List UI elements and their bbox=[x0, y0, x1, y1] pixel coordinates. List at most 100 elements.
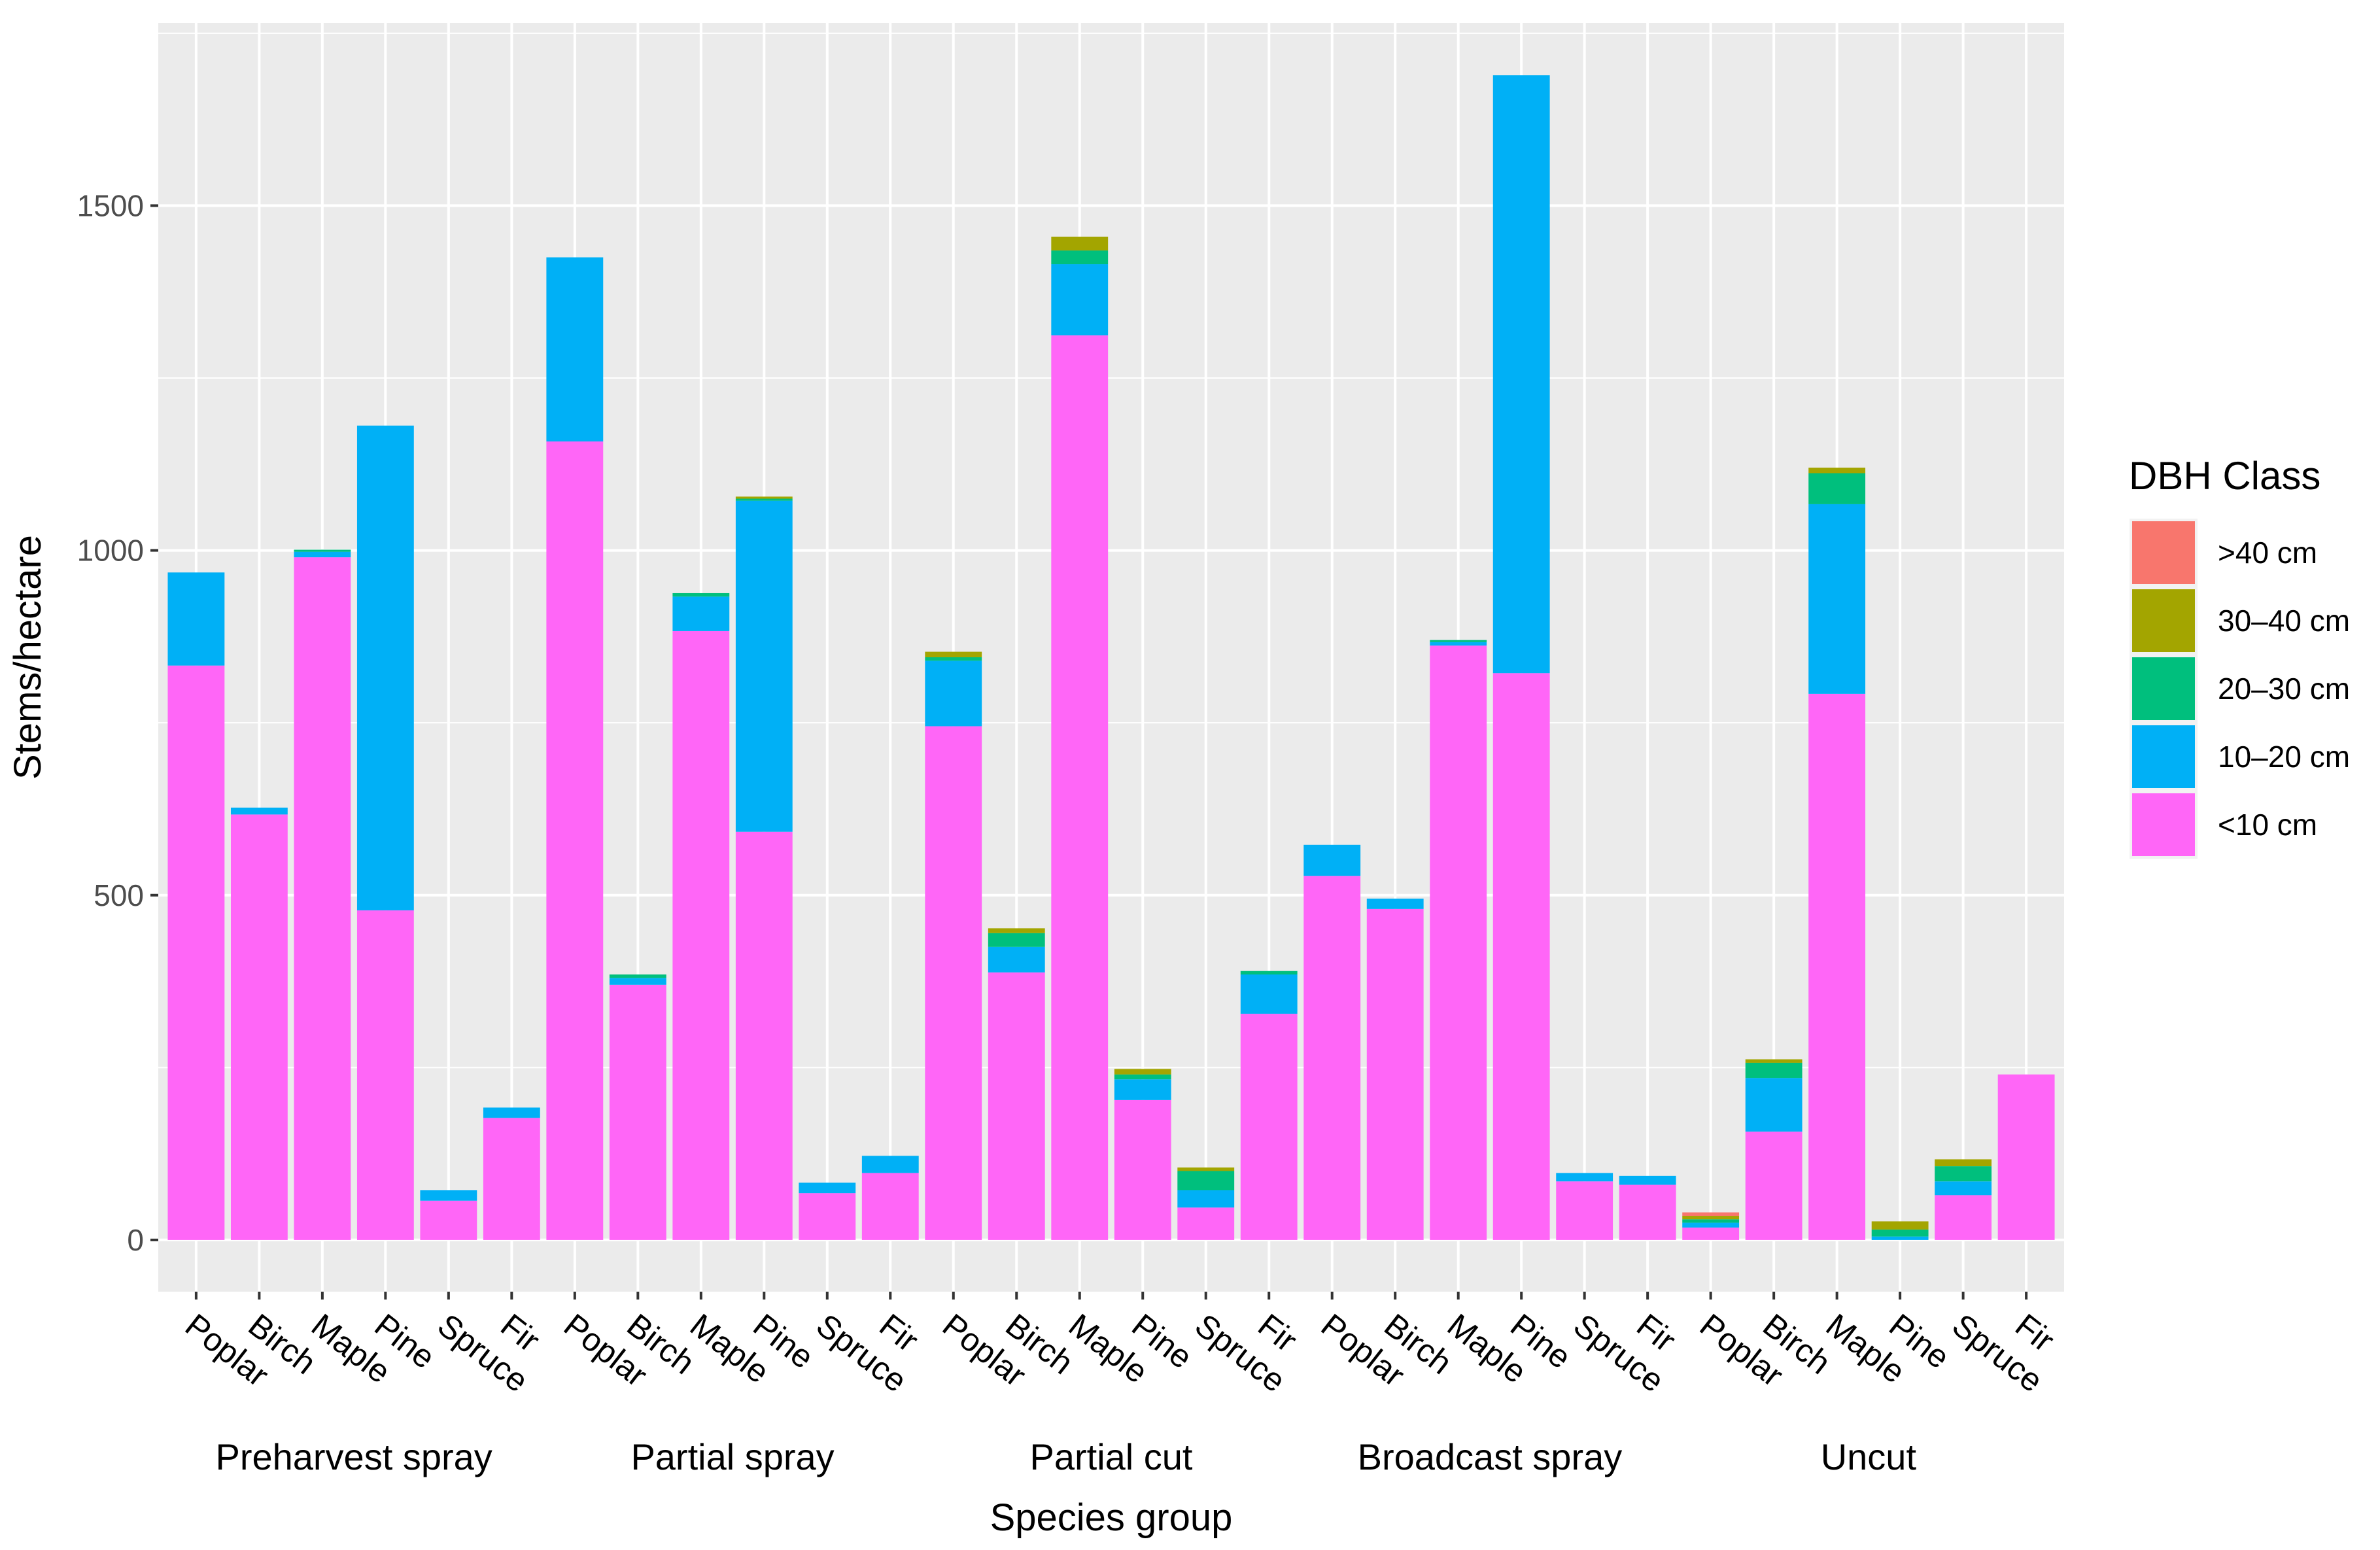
bar-segment bbox=[1935, 1166, 1992, 1182]
y-tick-label: 1000 bbox=[77, 534, 144, 568]
bar-preharvest-spray-spruce bbox=[420, 1190, 477, 1240]
legend-label: <10 cm bbox=[2218, 808, 2317, 842]
bar-partial-cut-pine bbox=[1114, 1069, 1171, 1240]
bar-segment bbox=[1114, 1069, 1171, 1075]
bar-preharvest-spray-fir bbox=[483, 1107, 540, 1240]
bar-segment bbox=[861, 1156, 919, 1173]
bar-segment bbox=[609, 978, 666, 985]
bar-uncut-poplar bbox=[1682, 1212, 1740, 1240]
bar-segment bbox=[1682, 1219, 1740, 1223]
bar-segment bbox=[609, 984, 666, 1240]
bar-segment bbox=[861, 1173, 919, 1240]
bar-partial-spray-maple bbox=[672, 593, 730, 1240]
bar-partial-spray-poplar bbox=[546, 257, 604, 1240]
bar-broadcast-spray-pine bbox=[1492, 75, 1550, 1240]
bar-segment bbox=[1240, 971, 1298, 974]
bar-segment bbox=[1240, 974, 1298, 1014]
bar-segment bbox=[1682, 1227, 1740, 1240]
y-tick-label: 500 bbox=[94, 878, 144, 912]
bar-segment bbox=[1114, 1099, 1171, 1240]
bar-segment bbox=[1492, 673, 1550, 1240]
bar-uncut-birch bbox=[1745, 1059, 1802, 1240]
bar-broadcast-spray-poplar bbox=[1303, 844, 1361, 1240]
bar-partial-spray-pine bbox=[735, 496, 793, 1240]
bar-segment bbox=[1430, 646, 1487, 1240]
bar-segment bbox=[167, 572, 225, 666]
group-label: Broadcast spray bbox=[1358, 1436, 1623, 1477]
bar-segment bbox=[1051, 264, 1109, 336]
bar-segment bbox=[1745, 1131, 1802, 1240]
bar-segment bbox=[1051, 236, 1109, 250]
bar-segment bbox=[1935, 1159, 1992, 1167]
bar-segment bbox=[799, 1182, 856, 1194]
bar-segment bbox=[1745, 1062, 1802, 1078]
bar-segment bbox=[609, 974, 666, 978]
bar-partial-cut-poplar bbox=[925, 651, 982, 1240]
bar-segment bbox=[672, 593, 730, 597]
bar-segment bbox=[925, 726, 982, 1240]
bar-segment bbox=[420, 1200, 477, 1240]
bar-segment bbox=[1177, 1207, 1235, 1240]
bar-segment bbox=[1871, 1236, 1929, 1240]
bar-segment bbox=[988, 928, 1045, 933]
bar-segment bbox=[1682, 1222, 1740, 1228]
bar-segment bbox=[1997, 1074, 2055, 1240]
bar-segment bbox=[988, 972, 1045, 1240]
bar-segment bbox=[1619, 1184, 1676, 1240]
bar-segment bbox=[483, 1107, 540, 1118]
bar-segment bbox=[1114, 1074, 1171, 1080]
bar-segment bbox=[1745, 1059, 1802, 1063]
bar-segment bbox=[230, 814, 288, 1240]
bar-segment bbox=[1430, 640, 1487, 642]
bar-segment bbox=[988, 946, 1045, 973]
y-axis-title: Stems/hectare bbox=[7, 535, 49, 780]
bar-segment bbox=[546, 257, 604, 441]
bar-broadcast-spray-fir bbox=[1619, 1175, 1676, 1240]
legend-label: 10–20 cm bbox=[2218, 740, 2350, 774]
bar-uncut-pine bbox=[1871, 1221, 1929, 1240]
bar-segment bbox=[230, 807, 288, 815]
bar-segment bbox=[1366, 899, 1424, 909]
bar-segment bbox=[1492, 75, 1550, 674]
bar-segment bbox=[1619, 1175, 1676, 1185]
bar-segment bbox=[1935, 1181, 1992, 1196]
bar-segment bbox=[1808, 504, 1866, 694]
legend-swatch bbox=[2132, 725, 2195, 788]
y-tick-label: 1500 bbox=[77, 188, 144, 222]
bar-segment bbox=[672, 630, 730, 1240]
bar-preharvest-spray-birch bbox=[230, 807, 288, 1240]
legend: DBH Class >40 cm 30–40 cm 20–30 cm 10–20 cm… bbox=[2129, 454, 2350, 859]
legend-swatch bbox=[2132, 521, 2195, 584]
bars bbox=[167, 75, 2055, 1240]
bar-segment bbox=[356, 425, 414, 910]
bar-partial-spray-fir bbox=[861, 1156, 919, 1240]
bar-preharvest-spray-maple bbox=[294, 549, 351, 1240]
bar-segment bbox=[735, 498, 793, 501]
bar-segment bbox=[1682, 1216, 1740, 1220]
bar-segment bbox=[1303, 844, 1361, 876]
bar-preharvest-spray-pine bbox=[356, 425, 414, 1240]
bar-segment bbox=[925, 661, 982, 727]
bar-segment bbox=[925, 651, 982, 657]
bar-segment bbox=[294, 551, 351, 558]
bar-broadcast-spray-maple bbox=[1430, 640, 1487, 1240]
group-label: Partial cut bbox=[1030, 1436, 1193, 1477]
bar-segment bbox=[735, 496, 793, 499]
bar-segment bbox=[1871, 1230, 1929, 1237]
group-label: Partial spray bbox=[630, 1436, 834, 1477]
bar-partial-spray-birch bbox=[609, 974, 666, 1240]
bar-segment bbox=[988, 933, 1045, 947]
bar-partial-cut-spruce bbox=[1177, 1167, 1235, 1240]
bar-segment bbox=[1556, 1181, 1613, 1240]
bar-segment bbox=[735, 831, 793, 1240]
legend-swatch bbox=[2132, 793, 2195, 856]
bar-segment bbox=[420, 1190, 477, 1201]
x-axis-title: Species group bbox=[990, 1496, 1233, 1539]
bar-segment bbox=[1051, 250, 1109, 265]
legend-title: DBH Class bbox=[2129, 454, 2320, 498]
bar-segment bbox=[1808, 693, 1866, 1240]
bar-segment bbox=[1303, 876, 1361, 1240]
bar-segment bbox=[1808, 473, 1866, 504]
bar-segment bbox=[1177, 1171, 1235, 1191]
